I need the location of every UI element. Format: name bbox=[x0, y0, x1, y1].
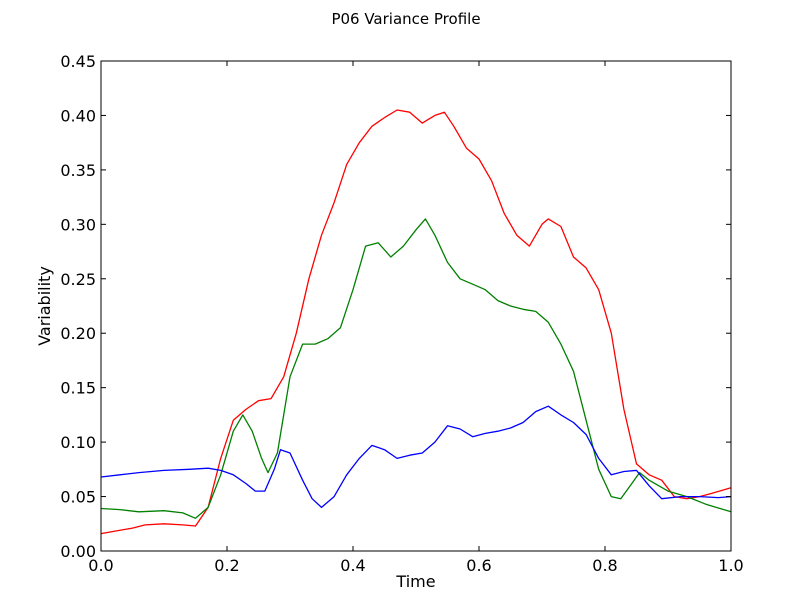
x-tick-label: 0.0 bbox=[88, 556, 113, 575]
y-tick-label: 0.05 bbox=[60, 488, 96, 507]
x-tick-label: 0.4 bbox=[340, 556, 365, 575]
y-tick-label: 0.00 bbox=[60, 542, 96, 561]
series-line-0 bbox=[100, 109, 732, 535]
x-tick-label: 0.8 bbox=[592, 556, 617, 575]
x-tick-label: 1.0 bbox=[718, 556, 743, 575]
y-tick-label: 0.35 bbox=[60, 161, 96, 180]
y-axis-label: Variability bbox=[35, 266, 54, 346]
x-tick-label: 0.6 bbox=[466, 556, 491, 575]
y-tick-label: 0.20 bbox=[60, 324, 96, 343]
series-line-2 bbox=[100, 405, 732, 509]
y-tick-label: 0.30 bbox=[60, 215, 96, 234]
series-layer bbox=[100, 109, 732, 535]
y-tick-label: 0.25 bbox=[60, 270, 96, 289]
x-tick-label: 0.2 bbox=[214, 556, 239, 575]
y-tick-label: 0.10 bbox=[60, 433, 96, 452]
y-tick-label: 0.45 bbox=[60, 52, 96, 71]
y-tick-label: 0.15 bbox=[60, 379, 96, 398]
series-line-1 bbox=[100, 218, 732, 519]
tick-layer: 0.0 0.2 0.4 0.6 0.8 1.0 0.00 0.05 0.10 0.15 0.20 0.… bbox=[60, 52, 743, 575]
plot-frame bbox=[100, 60, 732, 552]
y-tick-label: 0.40 bbox=[60, 106, 96, 125]
chart-title: P06 Variance Profile bbox=[331, 10, 480, 28]
x-axis-label: Time bbox=[395, 572, 435, 591]
